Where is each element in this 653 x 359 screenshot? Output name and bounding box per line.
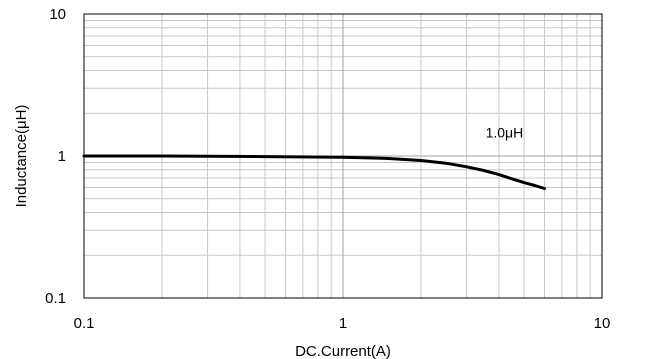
y-tick-label: 1 [58,148,66,165]
x-tick-label: 1 [339,315,347,332]
x-tick-label: 10 [594,315,611,332]
x-axis-ticks: 0.1 1 10 [74,315,611,332]
y-axis-label: Inductance(μH) [13,105,30,208]
series-layer [82,154,546,190]
y-tick-label: 10 [49,6,66,23]
y-axis-ticks: 0.1 1 10 [45,6,66,307]
series-line [82,154,546,190]
series-annotation: 1.0μH [486,124,524,140]
annotations: 1.0μH [486,124,524,140]
y-tick-label: 0.1 [45,290,66,307]
x-tick-label: 0.1 [74,315,95,332]
x-axis-label: DC.Current(A) [295,343,391,359]
